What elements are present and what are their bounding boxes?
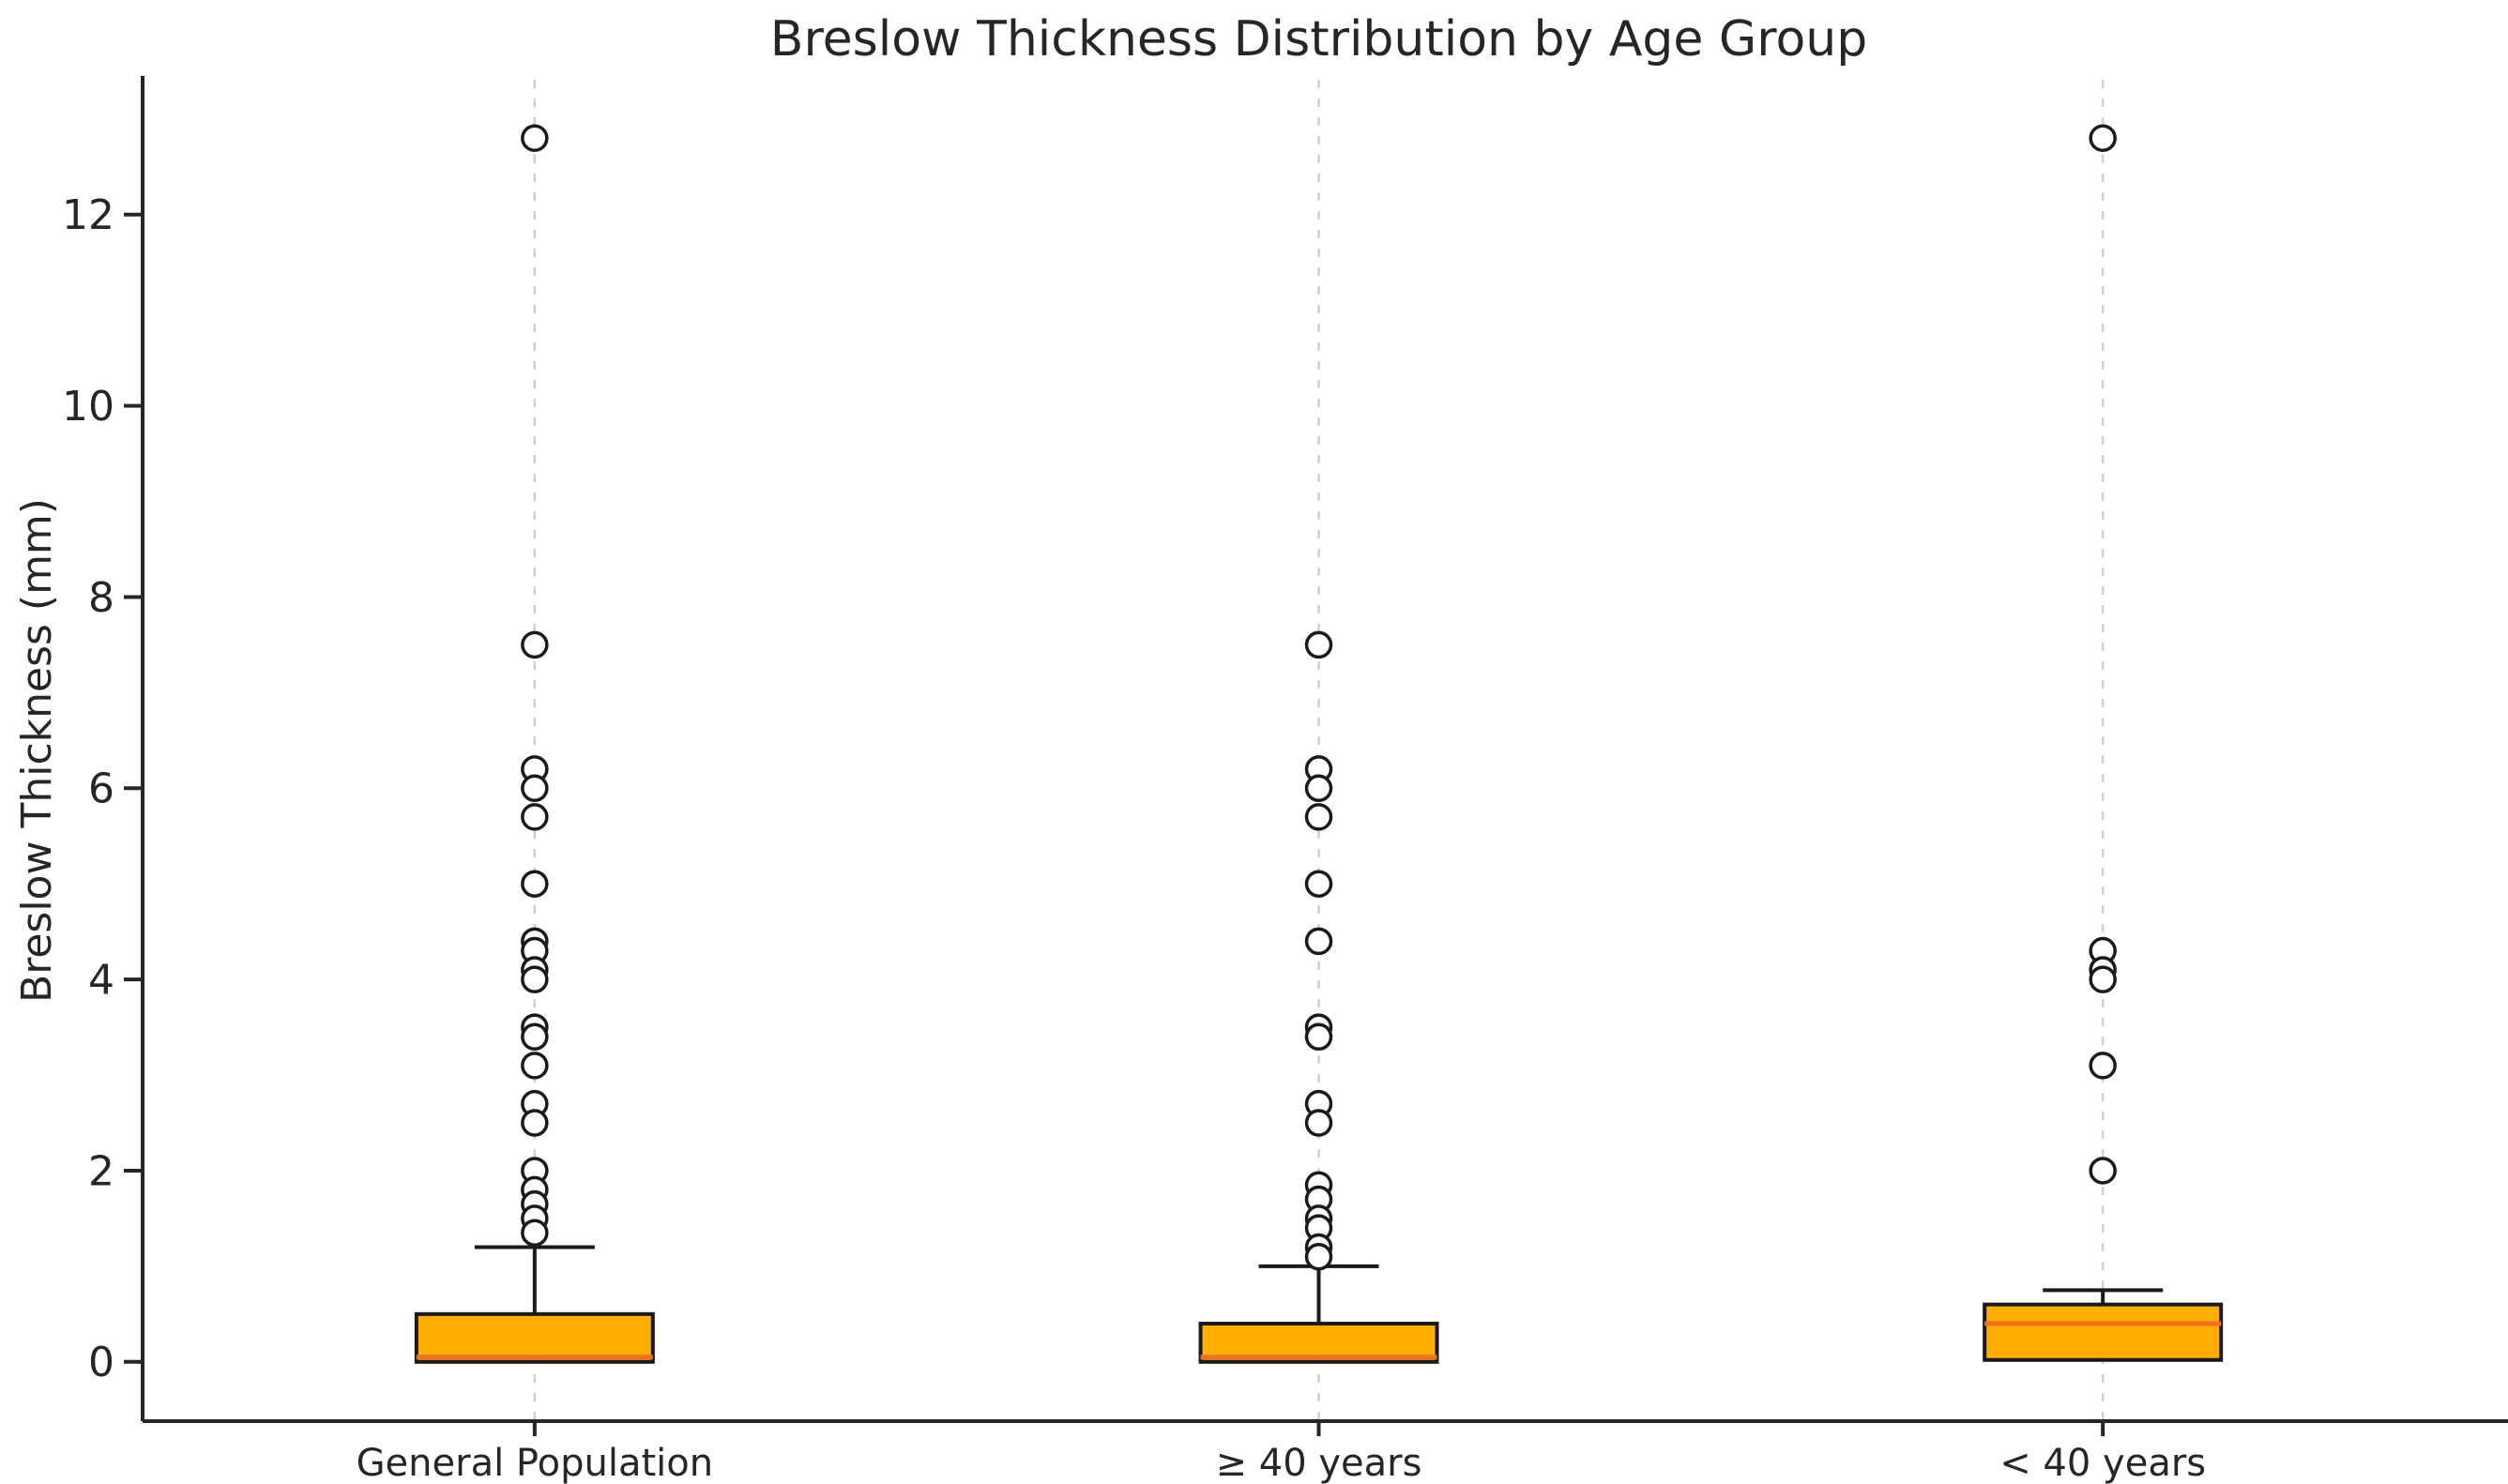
x-tick-label-general-population: General Population — [357, 1442, 714, 1484]
outlier-point-40-years — [1304, 1022, 1333, 1052]
outlier-point-40-years — [1304, 803, 1333, 831]
y-tick-label: 10 — [62, 383, 114, 431]
outlier-point-general-population — [521, 1219, 549, 1247]
outlier-point-general-population — [521, 630, 549, 659]
x-tick-label-40-years: ≥ 40 years — [1216, 1442, 1422, 1484]
y-tick-label: 4 — [88, 957, 114, 1005]
outlier-point-40-years — [1304, 1242, 1333, 1271]
outlier-point-general-population — [521, 1109, 549, 1137]
outlier-point-40-years — [2089, 1052, 2117, 1080]
outlier-point-general-population — [521, 870, 549, 898]
outlier-point-general-population — [521, 1052, 549, 1080]
outlier-point-40-years — [2089, 1157, 2117, 1185]
outlier-point-general-population — [521, 803, 549, 831]
chart-title: Breslow Thickness Distribution by Age Gr… — [769, 11, 1868, 68]
outlier-point-40-years — [1304, 927, 1333, 956]
y-tick-label: 2 — [88, 1147, 114, 1195]
box-general-population — [414, 1311, 655, 1364]
outlier-point-general-population — [521, 774, 549, 803]
outlier-point-40-years — [1304, 630, 1333, 659]
outlier-point-40-years — [1304, 1109, 1333, 1137]
x-tick-label-40-years: < 40 years — [1999, 1442, 2206, 1484]
outlier-point-general-population — [521, 124, 549, 152]
outlier-point-general-population — [521, 1022, 549, 1052]
y-tick-label: 8 — [88, 574, 114, 622]
box-40-years — [1983, 1302, 2224, 1362]
outlier-point-40-years — [1304, 774, 1333, 803]
outlier-point-40-years — [2089, 965, 2117, 993]
y-tick-label: 0 — [88, 1339, 114, 1386]
y-tick-label: 12 — [62, 191, 114, 239]
outlier-point-40-years — [2089, 124, 2117, 152]
y-tick-label: 6 — [88, 765, 114, 813]
outlier-point-general-population — [521, 965, 549, 993]
outlier-point-40-years — [1304, 870, 1333, 898]
